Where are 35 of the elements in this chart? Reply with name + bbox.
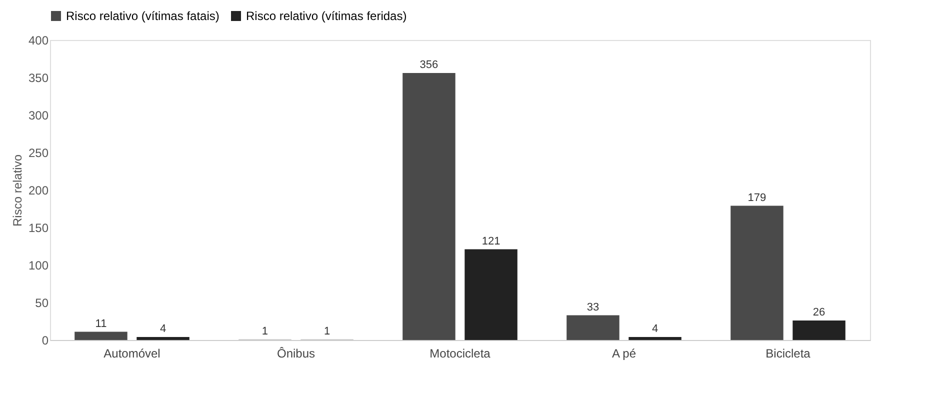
data-label: 26 xyxy=(812,306,826,318)
bar xyxy=(136,337,190,340)
data-label: 1 xyxy=(262,325,268,338)
y-tick-label: 200 xyxy=(28,184,49,198)
x-tick-label: A pé xyxy=(612,346,636,360)
y-tick-label: 350 xyxy=(28,71,49,85)
x-tick-label: Automóvel xyxy=(104,346,160,360)
data-label: 179 xyxy=(748,192,766,204)
data-label: 11 xyxy=(95,318,107,330)
data-label: 33 xyxy=(586,301,600,314)
bar xyxy=(730,206,784,340)
legend-label: Risco relativo (vítimas feridas) xyxy=(246,9,407,23)
data-label: 121 xyxy=(482,235,500,248)
y-tick-label: 300 xyxy=(28,108,49,122)
bar xyxy=(464,249,518,340)
bar xyxy=(74,332,128,340)
bar xyxy=(402,73,456,340)
y-tick-label: 400 xyxy=(28,34,49,48)
x-tick-label: Bicicleta xyxy=(766,346,811,360)
y-tick-label: 0 xyxy=(42,334,49,348)
y-tick-label: 50 xyxy=(35,296,49,310)
data-label: 356 xyxy=(420,59,438,71)
data-label: 1 xyxy=(324,325,330,338)
bar xyxy=(792,320,846,340)
y-tick-label: 150 xyxy=(28,221,49,235)
y-tick-label: 100 xyxy=(28,258,49,272)
x-tick-label: Ônibus xyxy=(276,346,316,360)
y-tick-label: 250 xyxy=(28,146,49,160)
x-tick-label: Motocicleta xyxy=(430,346,491,360)
data-label: 4 xyxy=(160,323,166,335)
y-axis-title: Risco relativo xyxy=(10,154,24,227)
bar xyxy=(628,337,682,340)
bar xyxy=(566,315,620,340)
legend-label: Risco relativo (vítimas fatais) xyxy=(66,9,220,23)
data-label: 4 xyxy=(652,323,658,335)
